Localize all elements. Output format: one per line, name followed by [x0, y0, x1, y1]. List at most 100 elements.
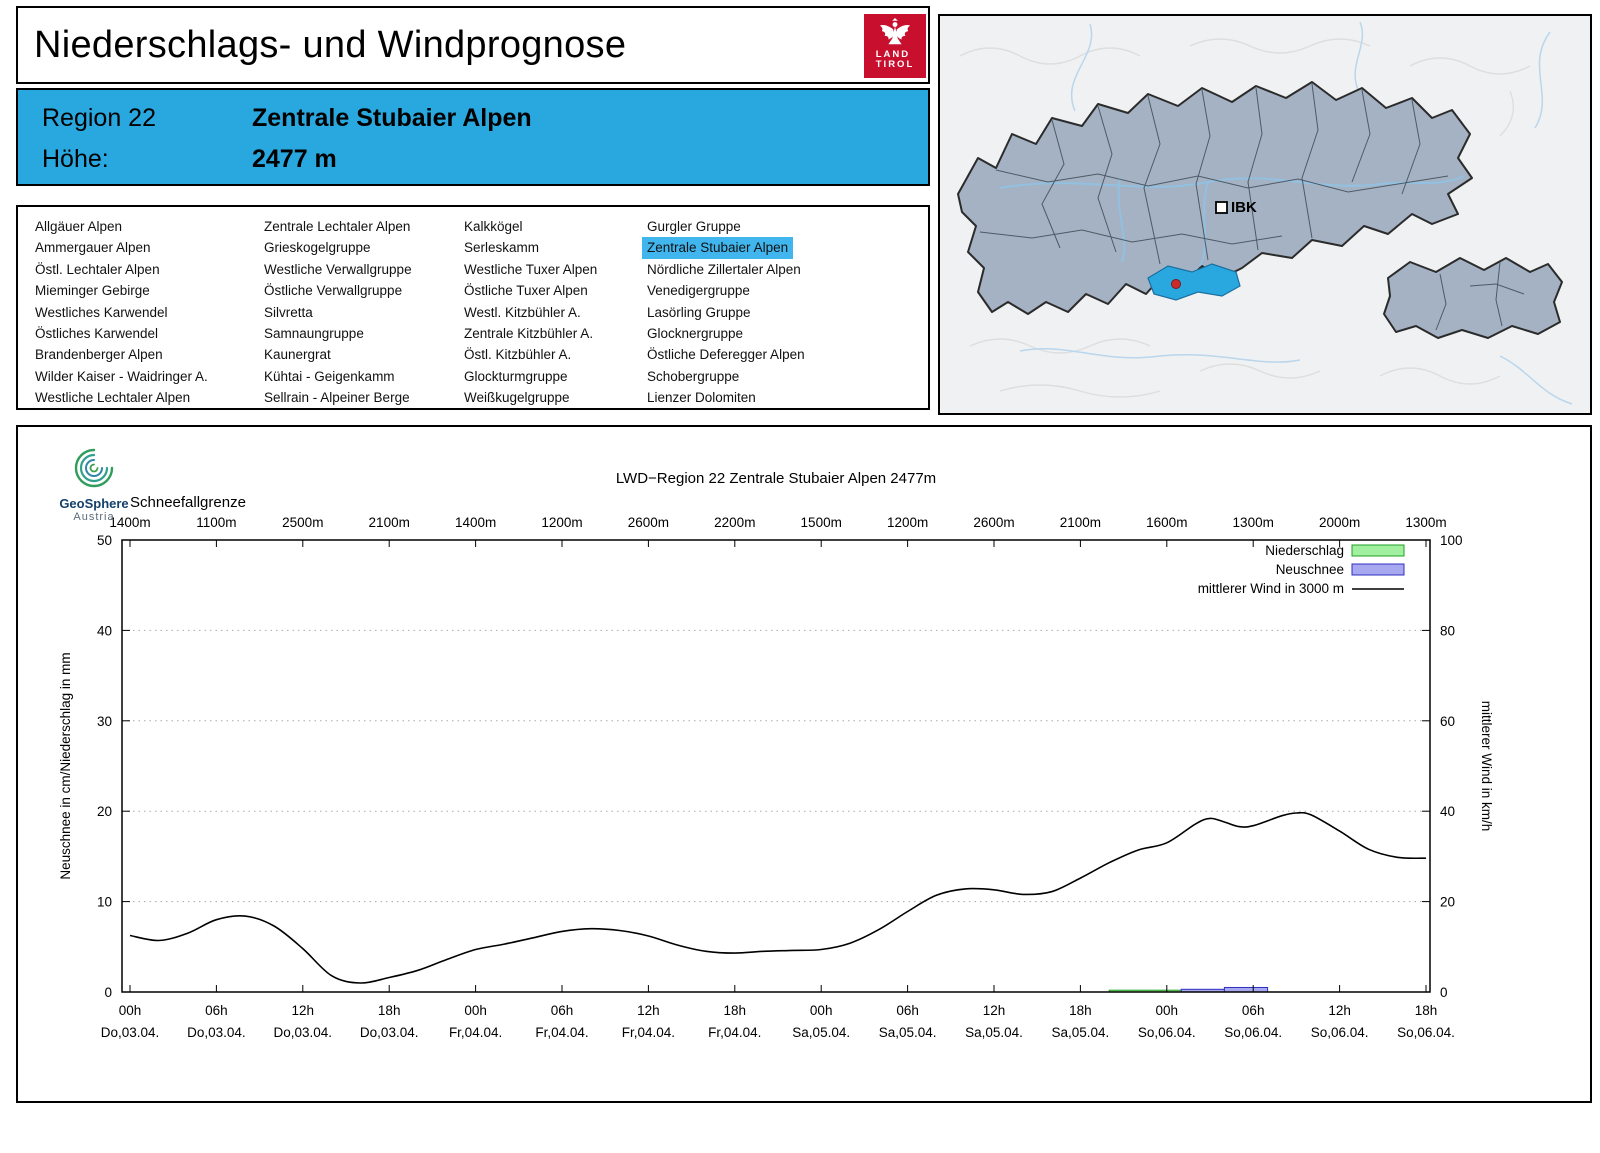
region-list-item[interactable]: Lienzer Dolomiten: [647, 390, 756, 406]
x-date-label: Do,03.04.: [187, 1025, 246, 1040]
region-list-item[interactable]: Allgäuer Alpen: [35, 219, 123, 234]
region-list-item[interactable]: Weißkugelgruppe: [464, 390, 570, 406]
east-tirol-region-shape[interactable]: [1383, 257, 1563, 339]
elevation-value: 2477 m: [252, 145, 337, 173]
region-list-item[interactable]: Ammergauer Alpen: [35, 240, 151, 256]
land-tirol-logo: LAND TIROL: [864, 14, 926, 78]
plot-frame: [121, 539, 1431, 993]
region-list-item[interactable]: Östliche Verwallgruppe: [264, 283, 403, 299]
snowline-label: Schneefallgrenze: [130, 494, 246, 511]
snowline-value: 2500m: [282, 515, 323, 530]
snowline-value: 1100m: [196, 515, 236, 530]
forecast-chart-panel: GeoSphere Austria 00h Do,03.04. 1400m 06h Do…: [16, 425, 1592, 1103]
region-list-item[interactable]: Östliches Karwendel: [35, 326, 159, 342]
tirol-region-shape[interactable]: [957, 81, 1473, 315]
region-column-1: Allgäuer Alpen Ammergauer Alpen Östl. Lech…: [35, 216, 264, 408]
region-list-item[interactable]: Westliche Tuxer Alpen: [464, 261, 598, 277]
region-list-item[interactable]: Wilder Kaiser - Waidringer A.: [35, 368, 208, 384]
ylabel-right: mittlerer Wind in km/h: [1479, 701, 1494, 832]
snowline-value: 2600m: [973, 515, 1014, 530]
region-list-item[interactable]: Silvretta: [264, 304, 313, 320]
geosphere-swirl-icon: [74, 448, 114, 488]
region-list-item[interactable]: Glocknergruppe: [647, 326, 744, 342]
region-column-3: Kalkkögel Serleskamm Westliche Tuxer Alpen…: [464, 216, 647, 408]
x-hour-label: 12h: [292, 1003, 315, 1018]
snowline-value: 1400m: [109, 515, 150, 530]
tirol-map[interactable]: IBK: [938, 14, 1592, 415]
inn-river: [999, 175, 1465, 267]
x-date-label: Do,03.04.: [101, 1025, 160, 1040]
geosphere-name: GeoSphere: [59, 496, 129, 511]
y-right-tick-label: 40: [1440, 804, 1455, 819]
x-date-label: Sa,05.04.: [879, 1025, 937, 1040]
selected-region-shape[interactable]: [1147, 263, 1241, 301]
region-list-item[interactable]: Westliche Verwallgruppe: [264, 261, 412, 277]
region-list-item[interactable]: Nördliche Zillertaler Alpen: [647, 261, 801, 277]
y-left-tick-label: 30: [97, 714, 112, 729]
snowline-value: 1300m: [1233, 515, 1274, 530]
snowline-value: 1300m: [1405, 515, 1446, 530]
region-list-item-selected[interactable]: Zentrale Stubaier Alpen: [642, 237, 794, 259]
y-right-tick-label: 100: [1440, 533, 1463, 548]
ibk-marker: [1215, 201, 1228, 214]
river-lines: [1019, 21, 1573, 405]
x-date-label: Sa,05.04.: [1052, 1025, 1110, 1040]
x-hour-label: 18h: [724, 1003, 747, 1018]
legend-swatch: [1351, 544, 1405, 557]
legend-label: Niederschlag: [1265, 543, 1344, 558]
region-list-item[interactable]: Schobergruppe: [647, 368, 740, 384]
station-dot: [1171, 279, 1181, 289]
x-hour-label: 18h: [378, 1003, 401, 1018]
region-name: Zentrale Stubaier Alpen: [252, 104, 532, 132]
x-date-label: Fr,04.04.: [622, 1025, 675, 1040]
region-column-2: Zentrale Lechtaler Alpen Grieskogelgruppe…: [264, 216, 464, 408]
region-list-item[interactable]: Westliches Karwendel: [35, 304, 168, 320]
tirol-eagle-icon: [879, 17, 911, 45]
region-list-item[interactable]: Kalkkögel: [464, 219, 523, 234]
region-list-item[interactable]: Östl. Kitzbühler A.: [464, 347, 572, 363]
region-banner: Region 22 Zentrale Stubaier Alpen Höhe: …: [16, 88, 930, 186]
geosphere-logo: GeoSphere Austria: [44, 445, 144, 523]
x-hour-label: 12h: [1328, 1003, 1351, 1018]
x-hour-label: 18h: [1069, 1003, 1092, 1018]
geosphere-sub: Austria: [73, 511, 115, 523]
x-hour-label: 00h: [810, 1003, 833, 1018]
region-list-item[interactable]: Samnaungruppe: [264, 326, 364, 342]
region-list-item[interactable]: Zentrale Lechtaler Alpen: [264, 219, 411, 234]
region-list-item[interactable]: Serleskamm: [464, 240, 540, 256]
x-hour-label: 00h: [1156, 1003, 1179, 1018]
region-list-item[interactable]: Brandenberger Alpen: [35, 347, 163, 363]
logo-text-tirol: TIROL: [875, 59, 915, 70]
region-list-item[interactable]: Östl. Lechtaler Alpen: [35, 261, 160, 277]
region-list-item[interactable]: Kaunergrat: [264, 347, 331, 363]
snowline-value: 2100m: [1060, 515, 1101, 530]
legend-swatch: [1351, 563, 1405, 576]
region-list-item[interactable]: Östliche Deferegger Alpen: [647, 347, 805, 363]
ylabel-left: Neuschnee in cm/Niederschlag in mm: [58, 652, 73, 879]
x-date-label: So,06.04.: [1138, 1025, 1196, 1040]
region-list-item[interactable]: Venedigergruppe: [647, 283, 750, 299]
region-list-item[interactable]: Gurgler Gruppe: [647, 219, 741, 234]
x-date-label: So,06.04.: [1311, 1025, 1369, 1040]
region-list-item[interactable]: Lasörling Gruppe: [647, 304, 751, 320]
x-hour-label: 06h: [205, 1003, 228, 1018]
region-column-4: Gurgler Gruppe Zentrale Stubaier Alpen Nör…: [642, 216, 919, 408]
x-date-label: So,06.04.: [1224, 1025, 1282, 1040]
ibk-label: IBK: [1231, 199, 1257, 216]
region-list-item[interactable]: Glockturmgruppe: [464, 368, 568, 384]
forecast-chart: 00h Do,03.04. 1400m 06h Do,03.04. 1100m 12h Do,…: [58, 470, 1494, 1040]
region-list-item[interactable]: Grieskogelgruppe: [264, 240, 371, 256]
x-hour-label: 12h: [983, 1003, 1006, 1018]
snowline-value: 1200m: [541, 515, 582, 530]
region-list-item[interactable]: Östliche Tuxer Alpen: [464, 283, 588, 299]
region-list-item[interactable]: Zentrale Kitzbühler A.: [464, 326, 594, 342]
region-list-item[interactable]: Westl. Kitzbühler A.: [464, 304, 581, 320]
region-list-item[interactable]: Kühtai - Geigenkamm: [264, 368, 395, 384]
region-list-item[interactable]: Mieminger Gebirge: [35, 283, 150, 299]
relief-texture: [959, 38, 1531, 398]
chart-title: LWD−Region 22 Zentrale Stubaier Alpen 24…: [616, 470, 936, 487]
region-list-item[interactable]: Sellrain - Alpeiner Berge: [264, 390, 410, 406]
y-right-tick-label: 80: [1440, 623, 1455, 638]
region-list-item[interactable]: Westliche Lechtaler Alpen: [35, 390, 191, 406]
